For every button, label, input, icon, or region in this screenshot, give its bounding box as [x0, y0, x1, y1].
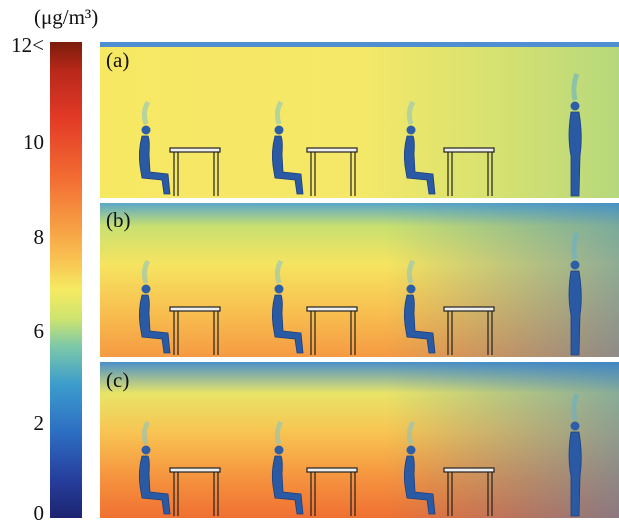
tick-label: 10: [23, 130, 44, 154]
tick-label: 12<: [11, 33, 44, 57]
panel-a: (a): [100, 42, 619, 198]
panel-c: (c): [100, 362, 619, 518]
tick-label: 8: [34, 225, 45, 249]
panel-label: (a): [106, 48, 129, 72]
colorbar-unit: (μg/m³): [34, 5, 98, 29]
tick-label: 6: [34, 319, 45, 343]
panel-label: (b): [106, 208, 131, 232]
panel-b: (b): [100, 203, 619, 357]
colorbar: [50, 42, 82, 518]
tick-label: 2: [34, 411, 45, 435]
tick-label: 0: [34, 501, 45, 523]
panel-label: (c): [106, 368, 129, 392]
